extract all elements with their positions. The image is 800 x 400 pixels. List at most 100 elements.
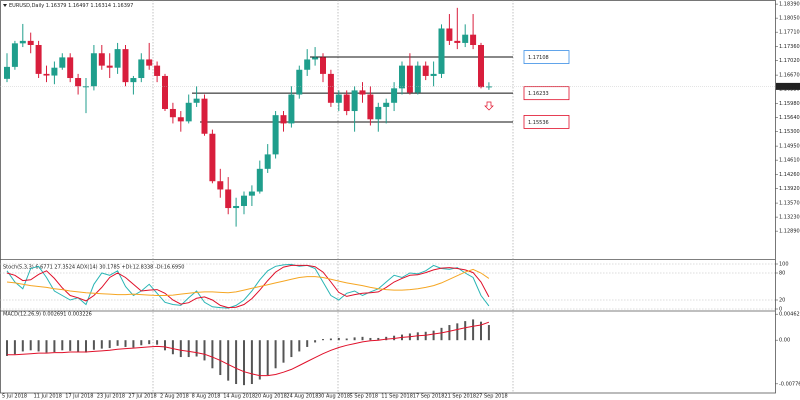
histogram-bar <box>480 321 482 341</box>
candle-body <box>75 78 82 87</box>
x-tick-label: 17 Sep 2018 <box>413 394 445 400</box>
series-line <box>6 264 490 309</box>
histogram-bar <box>448 325 451 341</box>
candle-body <box>438 28 445 74</box>
series-line <box>6 263 490 309</box>
candle-body <box>146 59 153 66</box>
y-tick-label: 1.17710 <box>779 30 800 36</box>
candle-body <box>27 40 34 45</box>
candle-body <box>193 98 200 103</box>
histogram-bar <box>258 340 261 380</box>
histogram-bar <box>282 340 285 363</box>
candle-body <box>454 40 461 43</box>
series-line <box>6 268 490 296</box>
y-tick-label: 1.14610 <box>779 158 800 164</box>
histogram-bar <box>472 319 475 341</box>
candle-body <box>35 44 42 74</box>
histogram-bar <box>250 340 253 385</box>
candle-body <box>430 73 437 76</box>
histogram-bar <box>140 340 143 346</box>
histogram-bar <box>187 340 190 358</box>
histogram-bar <box>456 323 459 341</box>
histogram-bar <box>29 340 32 351</box>
histogram-bar <box>37 340 40 352</box>
x-tick-label: 5 Jul 2018 <box>2 394 27 400</box>
x-tick-label: 11 Jul 2018 <box>34 394 62 400</box>
candle-body <box>225 189 232 209</box>
histogram-bar <box>487 325 490 341</box>
x-tick-label: 11 Sep 2018 <box>381 394 413 400</box>
y-tick-label: 1.18390 <box>779 2 800 8</box>
histogram-bar <box>322 339 324 341</box>
y-tick-label: 1.13920 <box>779 186 800 192</box>
x-tick-label: 23 Jul 2018 <box>97 394 125 400</box>
candle-body <box>169 108 176 118</box>
candle-body <box>90 53 97 87</box>
histogram-bar <box>464 321 467 341</box>
histogram-bar <box>108 340 111 349</box>
histogram-bar <box>100 340 103 349</box>
candle-body <box>67 57 74 79</box>
candle-body <box>241 195 247 206</box>
histogram-bar <box>203 340 206 361</box>
candle-body <box>399 65 405 89</box>
y-tick-label: 1.17020 <box>779 58 800 64</box>
candle-body <box>185 102 192 122</box>
candle-body <box>359 90 366 95</box>
histogram-bar <box>361 336 364 341</box>
histogram-bar <box>432 330 435 341</box>
histogram-bar <box>314 340 317 343</box>
x-tick-label: 27 Sep 2018 <box>476 394 508 400</box>
y-tick-label: -0.007761 <box>779 381 800 387</box>
x-tick-label: 24 Aug 2018 <box>286 394 318 400</box>
candle-body <box>470 34 477 45</box>
candle-body <box>51 67 58 76</box>
candle-body <box>19 40 26 44</box>
menu-triangle <box>3 4 7 7</box>
candle-body <box>391 88 398 103</box>
candle-body <box>478 44 484 88</box>
level-label-box <box>523 115 570 129</box>
histogram-bar <box>290 340 293 358</box>
histogram-bar <box>13 340 16 355</box>
histogram-bar <box>156 340 159 345</box>
candle-body <box>11 43 18 67</box>
histogram-bar <box>424 331 427 341</box>
histogram-bar <box>124 340 127 347</box>
candle-body <box>383 102 390 107</box>
candle-body <box>162 75 168 109</box>
candle-body <box>462 34 469 43</box>
candle-body <box>422 65 429 76</box>
x-tick-label: 30 Aug 2018 <box>318 394 350 400</box>
histogram-bar <box>61 340 64 351</box>
level-label-box <box>523 50 570 64</box>
candle-body <box>304 59 311 70</box>
candle-body <box>296 69 303 95</box>
level-label: 1.16233 <box>528 91 549 97</box>
histogram-bar <box>21 340 24 352</box>
sell-arrow <box>484 101 494 111</box>
candle-body <box>154 65 161 76</box>
candle-body <box>209 133 216 182</box>
y-tick-label: 1.13570 <box>779 201 800 207</box>
candle-body <box>485 86 492 88</box>
x-tick-label: 2 Aug 2018 <box>160 394 189 400</box>
y-tick-label: 1.12890 <box>779 229 800 235</box>
histogram-bar <box>195 340 198 357</box>
candle-body <box>256 168 263 192</box>
x-tick-label: 20 Aug 2018 <box>255 394 287 400</box>
x-tick-label: 27 Jul 2018 <box>128 394 156 400</box>
candle-body <box>201 98 208 134</box>
x-tick-label: 17 Jul 2018 <box>65 394 93 400</box>
histogram-bar <box>92 340 95 350</box>
candle-body <box>138 59 145 79</box>
y-tick-label: 1.18050 <box>779 16 800 22</box>
y-tick-label: 1.16670 <box>779 73 800 79</box>
histogram-bar <box>179 340 182 358</box>
histogram-bar <box>235 340 238 385</box>
histogram-bar <box>266 340 269 376</box>
x-tick-label: 21 Sep 2018 <box>444 394 476 400</box>
candle-body <box>343 94 350 112</box>
candle-body <box>288 94 295 124</box>
candle-body <box>43 73 50 76</box>
